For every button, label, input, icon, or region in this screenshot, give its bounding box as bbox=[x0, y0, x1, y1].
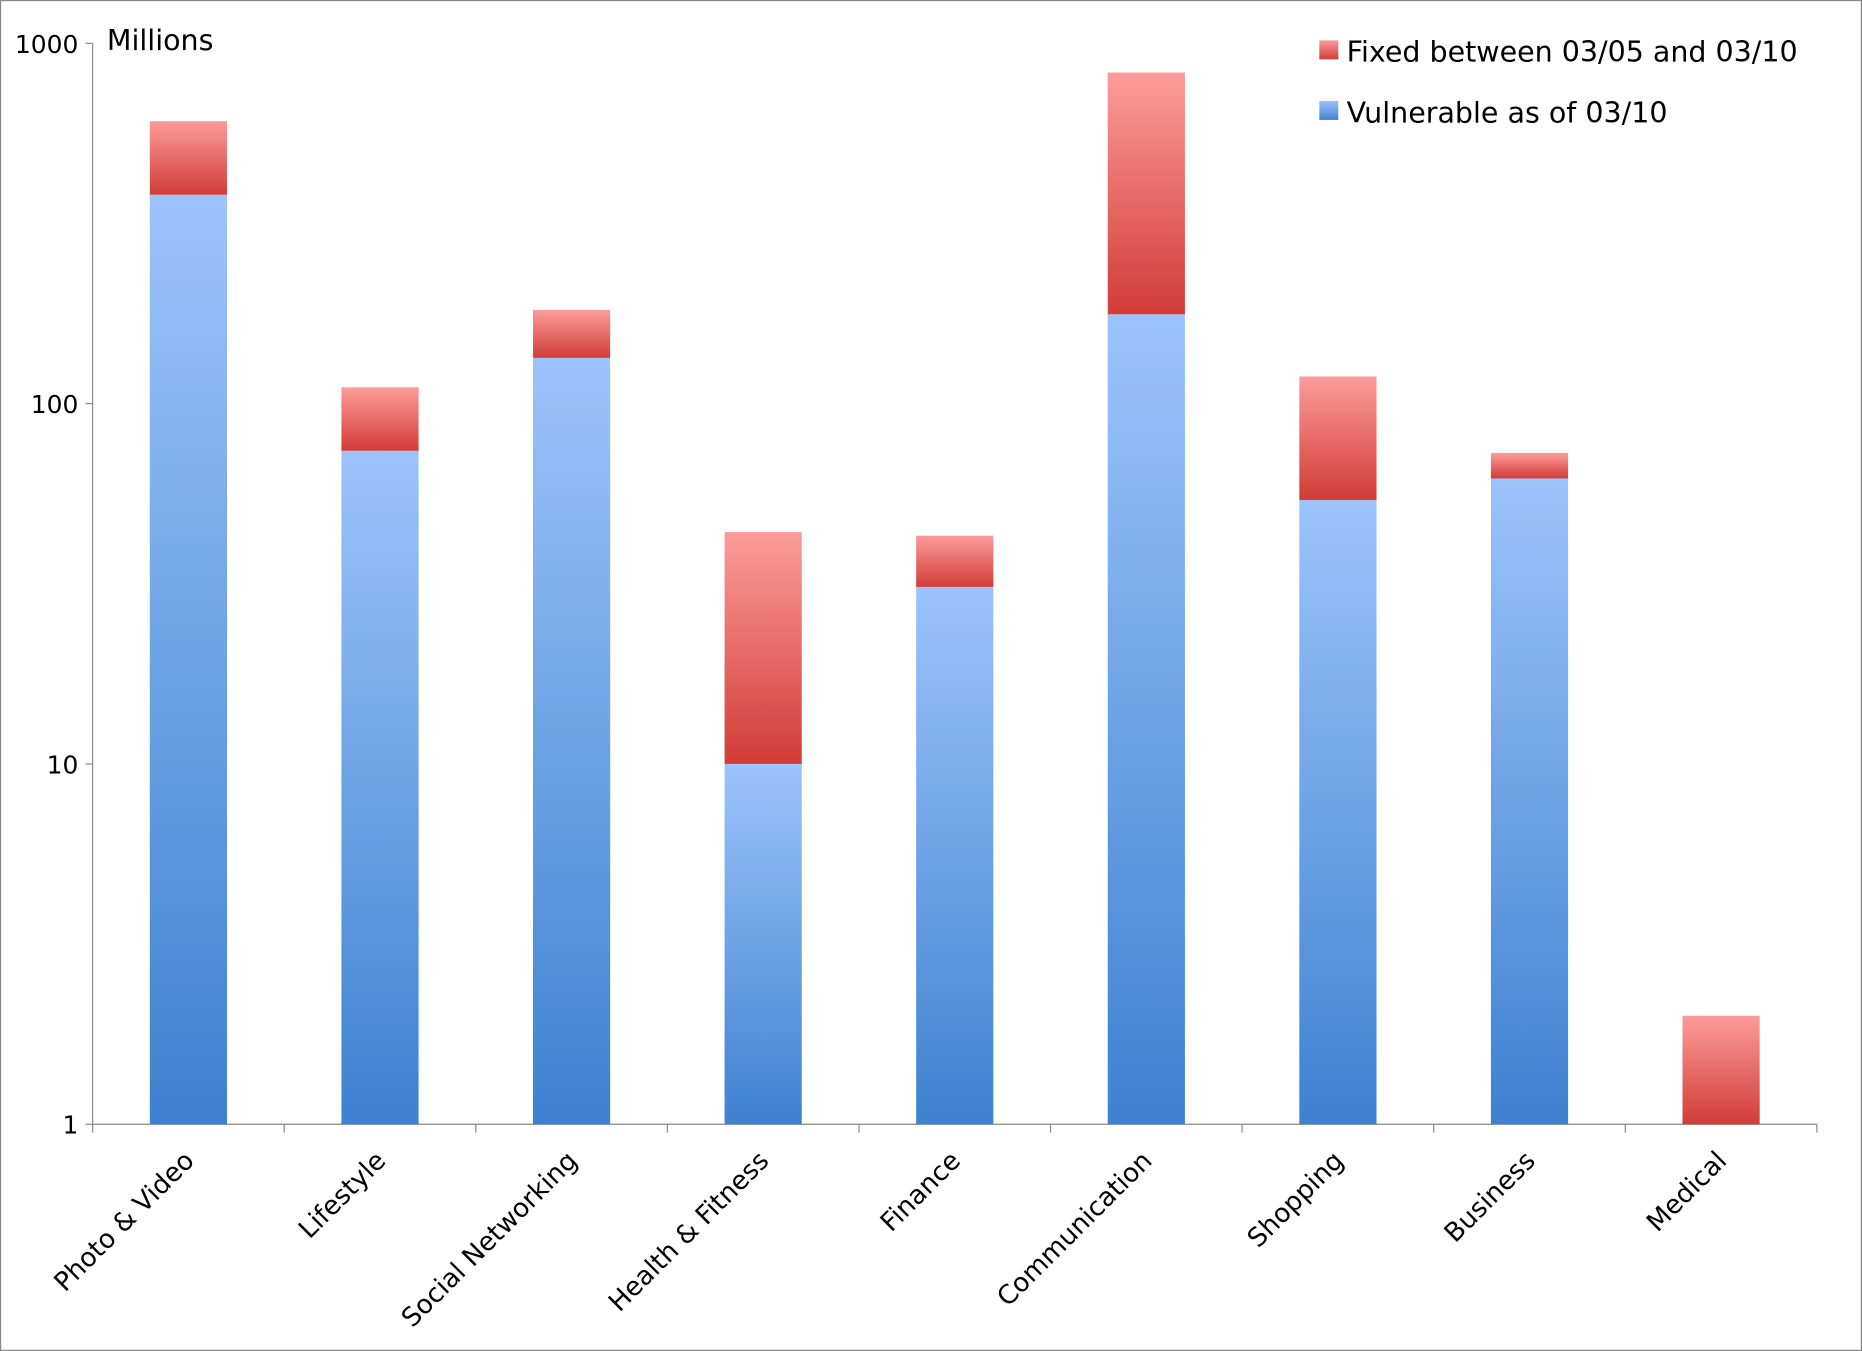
bar-segment-fixed bbox=[1682, 1015, 1760, 1125]
legend: Fixed between 03/05 and 03/10 Vulnerable … bbox=[1319, 36, 1798, 129]
bar-segment-fixed bbox=[149, 121, 228, 195]
legend-swatch-fixed bbox=[1319, 40, 1339, 60]
legend-label: Fixed between 03/05 and 03/10 bbox=[1347, 36, 1798, 69]
bar-segment-vulnerable bbox=[1490, 478, 1569, 1125]
bar-segment-vulnerable bbox=[916, 586, 994, 1125]
bar-segment-fixed bbox=[1490, 452, 1569, 479]
bar-segment-vulnerable bbox=[149, 194, 228, 1125]
bar-segment-fixed bbox=[1299, 376, 1377, 501]
bar-segment-fixed bbox=[724, 532, 802, 764]
legend-label: Vulnerable as of 03/10 bbox=[1347, 96, 1668, 129]
bar-segment-vulnerable bbox=[532, 357, 611, 1125]
bar-segment-fixed bbox=[532, 309, 611, 358]
y-axis-unit-label: Millions bbox=[107, 24, 214, 57]
bar-segment-vulnerable bbox=[724, 763, 802, 1125]
bar-segment-fixed bbox=[916, 535, 994, 587]
legend-swatch-vulnerable bbox=[1319, 100, 1339, 120]
y-tick-label: 100 bbox=[31, 390, 79, 419]
bar-segment-fixed bbox=[341, 387, 419, 451]
y-tick-label: 1 bbox=[63, 1111, 79, 1140]
bar-segment-vulnerable bbox=[341, 450, 419, 1125]
bar-segment-vulnerable bbox=[1107, 314, 1185, 1125]
y-tick-label: 1000 bbox=[15, 30, 78, 59]
y-tick-label: 10 bbox=[47, 750, 79, 779]
bar-segment-fixed bbox=[1107, 72, 1185, 315]
bar-segment-vulnerable bbox=[1299, 500, 1377, 1125]
